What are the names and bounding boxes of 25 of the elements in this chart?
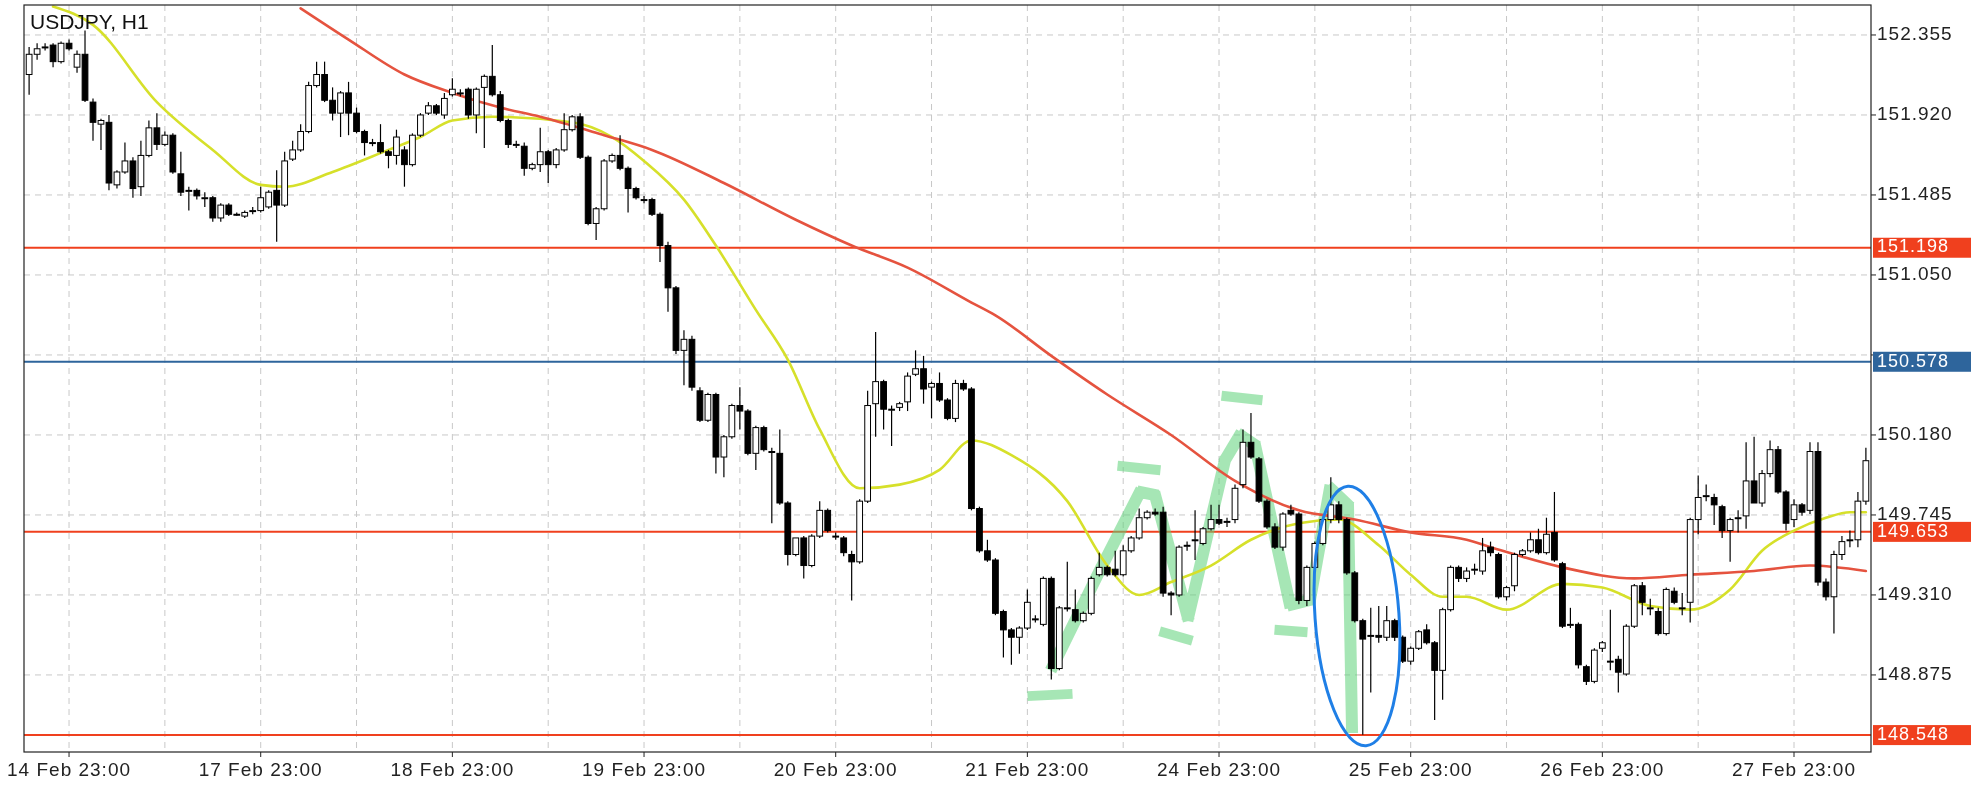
y-tick-label: 151.485 xyxy=(1877,182,1953,204)
x-tick-label: 26 Feb 23:00 xyxy=(1540,759,1665,780)
y-tick-label: 152.355 xyxy=(1877,22,1953,44)
y-tick-label: 151.920 xyxy=(1877,102,1953,124)
x-tick-label: 17 Feb 23:00 xyxy=(198,759,323,780)
x-tick-label: 21 Feb 23:00 xyxy=(965,759,1090,780)
candlestick xyxy=(768,447,776,524)
x-tick-label: 24 Feb 23:00 xyxy=(1157,759,1282,780)
y-tick-label: 148.875 xyxy=(1877,662,1953,684)
x-tick-label: 19 Feb 23:00 xyxy=(582,759,707,780)
ref-line-label: 151.198 xyxy=(1877,236,1950,257)
y-tick-label: 150.180 xyxy=(1877,422,1953,444)
candlestick xyxy=(1710,493,1718,526)
x-tick-label: 27 Feb 23:00 xyxy=(1732,759,1857,780)
ref-line-label: 150.578 xyxy=(1877,350,1950,371)
x-tick-label: 25 Feb 23:00 xyxy=(1348,759,1473,780)
x-tick-label: 14 Feb 23:00 xyxy=(7,759,132,780)
ref-line-label: 148.548 xyxy=(1877,723,1950,744)
candlestick xyxy=(1734,509,1742,534)
y-tick-label: 149.310 xyxy=(1877,582,1953,604)
y-tick-label: 151.050 xyxy=(1877,262,1953,284)
candlestick xyxy=(1678,592,1686,616)
line-series xyxy=(299,7,1868,580)
x-tick-label: 18 Feb 23:00 xyxy=(390,759,515,780)
x-tick-label: 20 Feb 23:00 xyxy=(773,759,898,780)
